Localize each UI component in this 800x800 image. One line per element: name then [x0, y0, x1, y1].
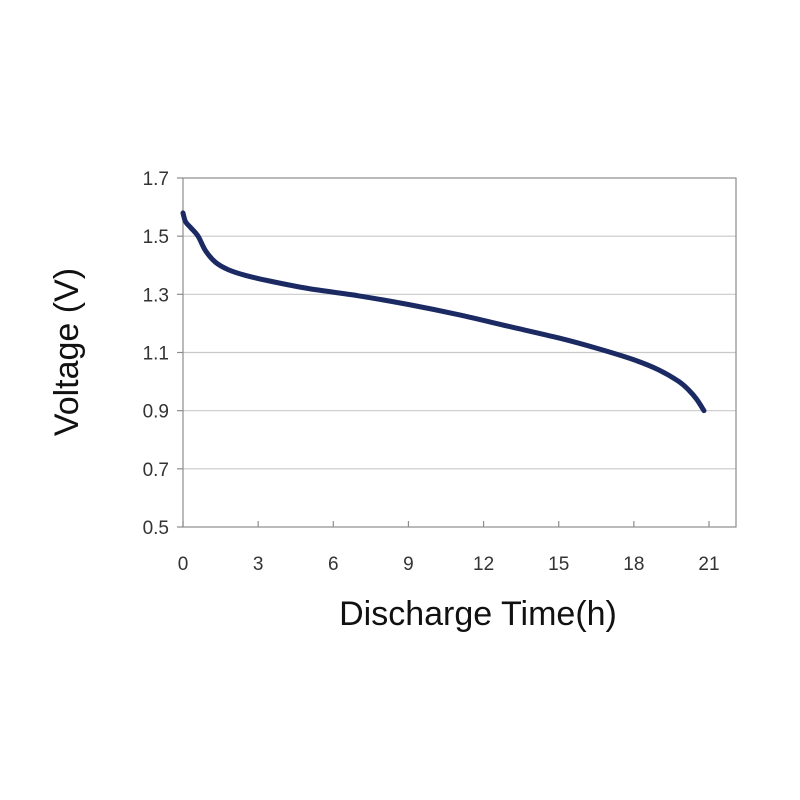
y-tick-label: 0.9: [143, 402, 169, 423]
x-tick-label: 21: [698, 554, 719, 575]
x-tick-label: 0: [178, 554, 189, 575]
voltage-series-line: [180, 210, 707, 414]
series-layer: [180, 210, 707, 414]
y-tick-label: 0.7: [143, 460, 169, 481]
y-tick-label: 1.1: [143, 344, 169, 365]
axis-ticks: [177, 177, 710, 528]
x-tick-label: 3: [253, 554, 264, 575]
y-tick-label: 1.3: [143, 285, 169, 306]
x-tick-label: 12: [473, 554, 494, 575]
y-tick-label: 1.7: [143, 169, 169, 190]
x-tick-label: 6: [328, 554, 339, 575]
y-tick-label: 1.5: [143, 227, 169, 248]
x-tick-label: 15: [548, 554, 569, 575]
x-tick-label: 18: [623, 554, 644, 575]
grid-lines: [183, 235, 736, 470]
tick-labels: 0.5 0.7 0.9 1.1 1.3 1.5 1.7 0 3 6 9 12 15 18 21: [143, 169, 720, 575]
y-tick-label: 0.5: [143, 518, 169, 539]
x-tick-label: 9: [403, 554, 414, 575]
x-axis-title: Discharge Time(h): [339, 595, 617, 633]
y-axis-title: Voltage (V): [48, 268, 86, 436]
